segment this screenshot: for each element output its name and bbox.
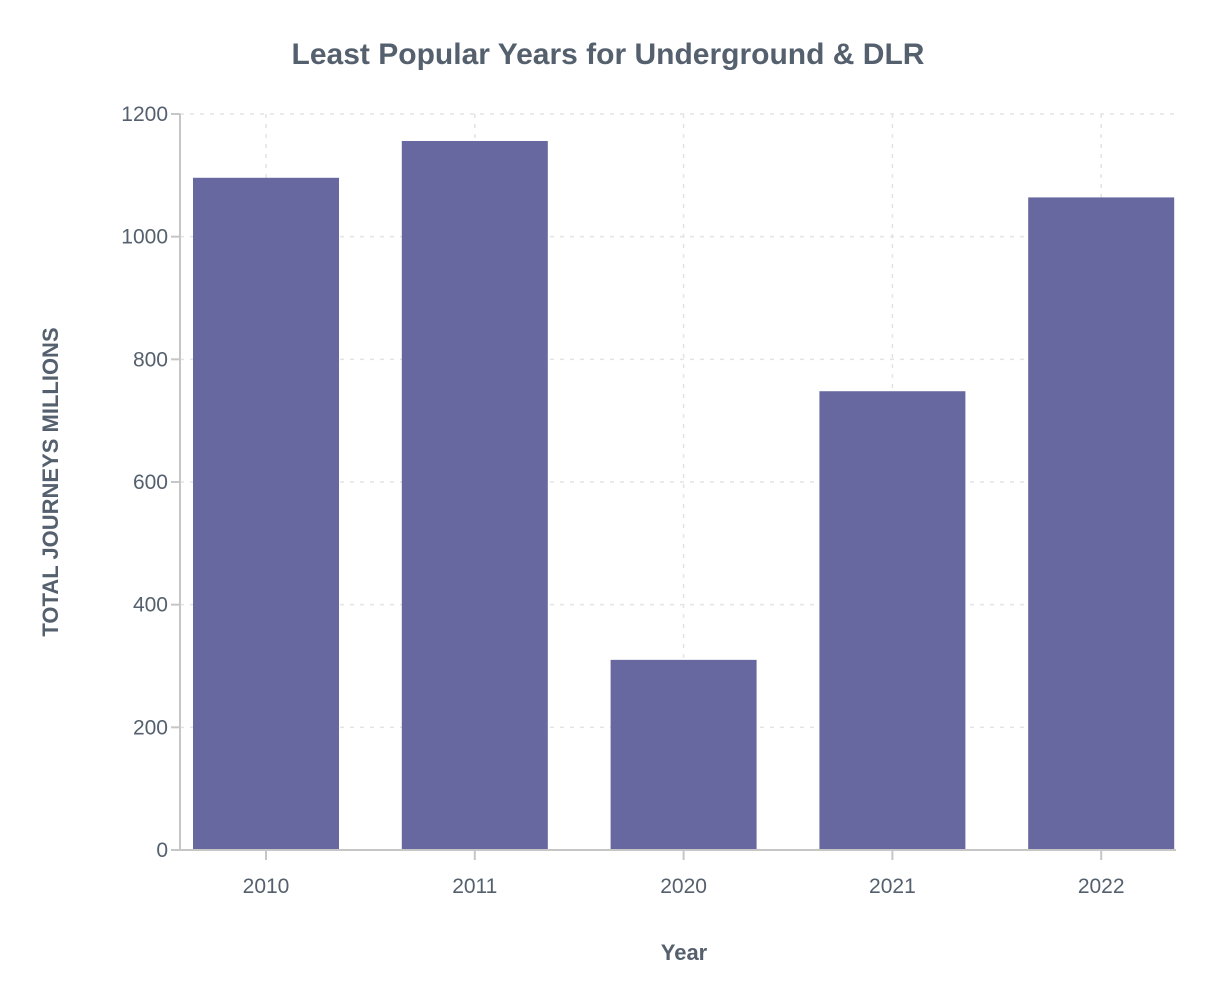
chart-title: Least Popular Years for Underground & DL…: [292, 38, 925, 71]
x-tick-label: 2021: [869, 875, 916, 898]
bar-2020: [610, 659, 757, 850]
bar-2021: [819, 391, 966, 850]
bar-2010: [193, 177, 339, 850]
y-tick-label: 400: [133, 594, 168, 617]
y-tick-label: 600: [133, 471, 168, 494]
x-tick-label: 2020: [660, 875, 707, 898]
x-tick-label: 2010: [243, 875, 290, 898]
y-tick-label: 800: [133, 348, 168, 371]
y-tick-label: 1200: [121, 103, 168, 126]
y-tick-label: 200: [133, 716, 168, 739]
y-tick-label: 1000: [121, 226, 168, 249]
bar-2011: [401, 140, 548, 850]
x-axis-title: Year: [661, 940, 708, 965]
x-tick-label: 2022: [1078, 875, 1125, 898]
bars: [193, 140, 1175, 850]
y-tick-label: 0: [156, 839, 168, 862]
y-axis-ticks: 0 200 400 600 800 1000 1200: [121, 103, 180, 862]
bar-2022: [1028, 197, 1175, 850]
x-axis-ticks: 2010 2011 2020 2021 2022: [243, 850, 1125, 898]
y-axis-title: TOTAL JOURNEYS MILLIONS: [38, 327, 63, 636]
x-tick-label: 2011: [452, 875, 497, 898]
